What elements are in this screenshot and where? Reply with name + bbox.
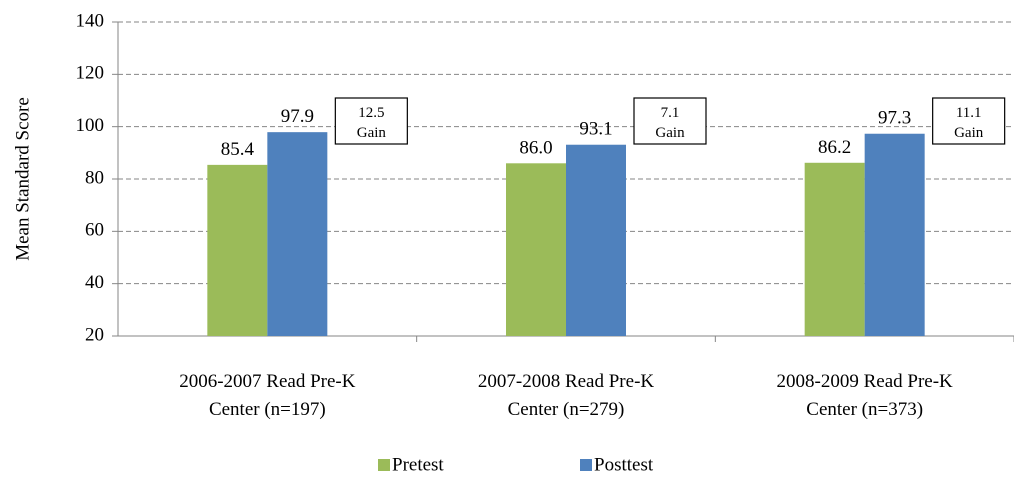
y-tick-label: 60 [85, 220, 104, 241]
bar [804, 162, 865, 336]
bar [864, 133, 925, 336]
annotation-box [633, 97, 707, 145]
value-label: 97.3 [878, 108, 911, 129]
bar [506, 163, 566, 336]
y-axis-label: Mean Standard Score [12, 97, 33, 261]
x-tick-label: 2008-2009 Read Pre-K Center (n=373) [777, 371, 954, 420]
x-tick-label: 2006-2007 Read Pre-K Center (n=197) [179, 371, 356, 420]
y-tick-label: 140 [76, 10, 105, 31]
value-label: 93.1 [579, 119, 612, 140]
y-tick-label: 120 [76, 63, 105, 84]
annotation: 11.1 Gain [954, 105, 984, 141]
value-label: 86.0 [519, 137, 552, 158]
annotation: 12.5 Gain [357, 105, 387, 141]
y-tick-label: 40 [85, 272, 104, 293]
y-tick-label: 20 [85, 324, 104, 345]
legend-swatch [378, 459, 390, 471]
bar [207, 164, 268, 336]
x-tick-label: 2007-2008 Read Pre-K Center (n=279) [478, 371, 655, 420]
annotation-box [932, 97, 1006, 145]
value-label: 97.9 [281, 106, 314, 127]
annotation: 7.1 Gain [655, 105, 685, 141]
legend-label: Posttest [594, 454, 654, 475]
y-tick-label: 80 [85, 167, 104, 188]
bar [267, 132, 328, 336]
annotation-box [334, 97, 408, 145]
bar [566, 144, 626, 336]
value-label: 85.4 [221, 139, 255, 160]
legend-label: Pretest [392, 454, 444, 475]
legend-swatch [580, 459, 592, 471]
y-tick-label: 100 [76, 115, 105, 136]
value-label: 86.2 [818, 137, 851, 158]
